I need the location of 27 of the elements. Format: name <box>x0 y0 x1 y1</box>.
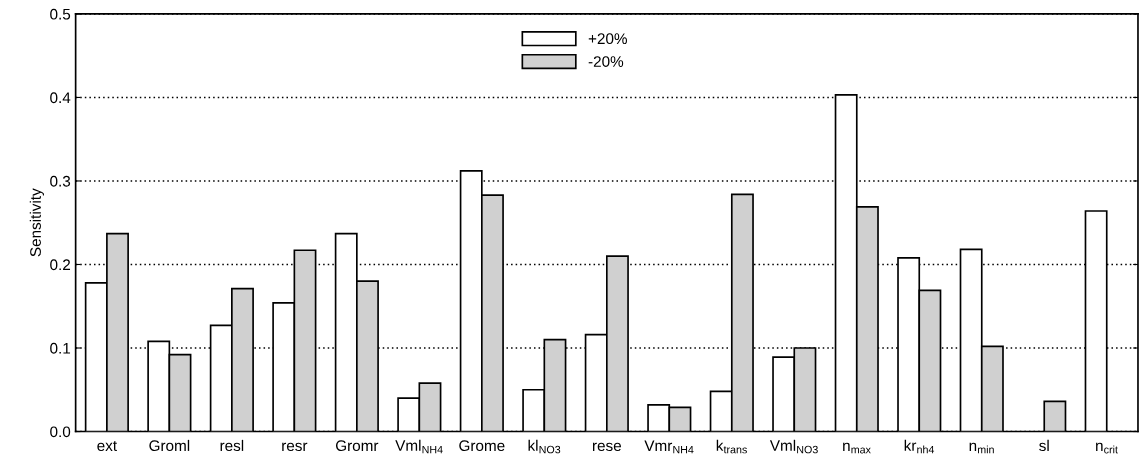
y-tick-label: 0.0 <box>50 426 71 438</box>
y-tick-label: 0.5 <box>50 8 71 20</box>
x-tick-label: Vml$_{NH4}$ <box>395 439 443 454</box>
y-axis-title: Sensitivity <box>29 188 44 257</box>
x-tick-label: Gromr <box>335 440 379 452</box>
y-tick-label: 0.1 <box>50 342 71 354</box>
y-tick-label: 0.3 <box>50 175 71 187</box>
x-tick-label: Vml$_{NO3}$ <box>769 439 818 454</box>
x-tick-label: sl <box>1039 439 1049 452</box>
x-tick-label: ext <box>97 441 117 452</box>
x-tick-label: n$_{crit}$ <box>1096 442 1118 454</box>
x-tick-label: Groml <box>149 439 190 452</box>
x-tick-label: n$_{min}$ <box>969 442 994 454</box>
legend-label: -20% <box>588 56 624 67</box>
x-tick-label: resl <box>220 439 244 452</box>
y-tick-label: 0.4 <box>50 92 71 104</box>
x-tick-label: kl$_{NO3}$ <box>528 439 561 454</box>
x-tick-label: k$_{trans}$ <box>716 439 747 454</box>
y-tick-label: 0.2 <box>50 259 71 271</box>
x-tick-label: kr$_{nh4}$ <box>904 439 935 454</box>
x-tick-label: resr <box>282 442 308 452</box>
x-tick-label: rese <box>592 442 621 452</box>
bar <box>1043 400 1067 432</box>
x-tick-label: Vmr$_{NH4}$ <box>644 440 694 454</box>
legend-label: +20% <box>588 33 627 45</box>
x-tick-label: n$_{max}$ <box>843 442 871 454</box>
x-tick-label: Grome <box>459 440 505 452</box>
